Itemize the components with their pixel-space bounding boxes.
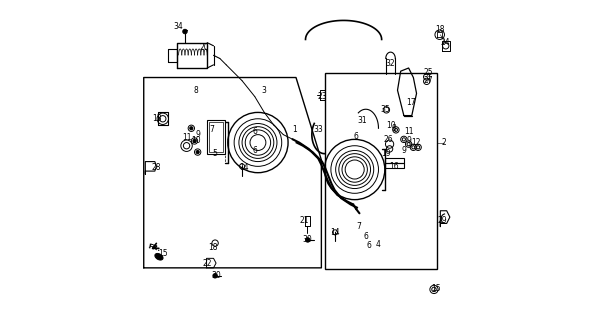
Text: 17: 17 xyxy=(406,99,416,108)
Text: 14: 14 xyxy=(239,164,249,172)
Text: 28: 28 xyxy=(152,164,161,172)
Text: 16: 16 xyxy=(389,162,398,171)
Text: 33: 33 xyxy=(313,125,323,134)
Text: 7: 7 xyxy=(210,125,214,134)
Text: 20: 20 xyxy=(199,43,209,52)
Circle shape xyxy=(432,287,436,292)
Text: 10: 10 xyxy=(191,136,201,146)
Text: 6: 6 xyxy=(252,127,257,136)
Text: 27: 27 xyxy=(424,76,433,85)
Text: 3: 3 xyxy=(262,86,267,95)
Text: 29: 29 xyxy=(437,216,447,225)
Text: 12: 12 xyxy=(411,138,421,147)
Circle shape xyxy=(193,140,196,142)
Text: 6: 6 xyxy=(354,132,359,141)
Circle shape xyxy=(394,128,397,132)
Circle shape xyxy=(212,240,218,246)
Text: 10: 10 xyxy=(387,121,396,130)
Text: 15: 15 xyxy=(159,249,168,258)
Circle shape xyxy=(407,142,410,146)
Text: 26: 26 xyxy=(383,135,393,144)
Text: 8: 8 xyxy=(194,86,198,95)
Circle shape xyxy=(213,274,217,278)
Circle shape xyxy=(417,146,420,149)
Text: 14: 14 xyxy=(330,228,340,237)
Text: 9: 9 xyxy=(195,130,200,139)
Circle shape xyxy=(183,29,187,34)
Text: 11: 11 xyxy=(404,127,413,136)
Text: 5: 5 xyxy=(213,149,217,158)
Text: 13: 13 xyxy=(152,114,162,123)
Text: 21: 21 xyxy=(300,216,309,225)
Text: FR.: FR. xyxy=(147,244,161,253)
Text: 18: 18 xyxy=(436,25,445,35)
Circle shape xyxy=(305,238,310,242)
Text: 23: 23 xyxy=(317,92,327,101)
Text: 4: 4 xyxy=(376,240,381,249)
Bar xyxy=(385,158,404,163)
Text: 30: 30 xyxy=(211,271,221,280)
Text: 32: 32 xyxy=(386,59,395,68)
Text: 34: 34 xyxy=(173,22,183,31)
Text: 9: 9 xyxy=(401,146,406,155)
Text: 30: 30 xyxy=(303,236,313,244)
Text: 15: 15 xyxy=(431,284,440,293)
Text: 6: 6 xyxy=(366,241,371,250)
Circle shape xyxy=(189,127,193,130)
Text: 8: 8 xyxy=(392,124,397,133)
Text: 19: 19 xyxy=(382,149,391,158)
Text: 18: 18 xyxy=(208,243,218,252)
Bar xyxy=(209,122,223,152)
Bar xyxy=(324,73,437,269)
Bar xyxy=(385,163,404,168)
Text: 31: 31 xyxy=(358,116,368,125)
Text: 6: 6 xyxy=(363,232,368,241)
Text: 6: 6 xyxy=(252,146,257,155)
Text: 11: 11 xyxy=(182,133,191,142)
Circle shape xyxy=(412,146,415,149)
Text: 24: 24 xyxy=(440,38,450,47)
Text: 35: 35 xyxy=(381,105,390,114)
Circle shape xyxy=(196,150,200,154)
Circle shape xyxy=(403,138,406,141)
Text: 9: 9 xyxy=(406,136,411,146)
Bar xyxy=(207,120,224,154)
Circle shape xyxy=(383,107,390,113)
Ellipse shape xyxy=(155,253,163,260)
Text: 25: 25 xyxy=(424,68,433,77)
Text: 1: 1 xyxy=(292,125,297,134)
Text: 7: 7 xyxy=(356,222,361,231)
Text: 22: 22 xyxy=(202,259,212,268)
Text: 2: 2 xyxy=(441,138,446,147)
